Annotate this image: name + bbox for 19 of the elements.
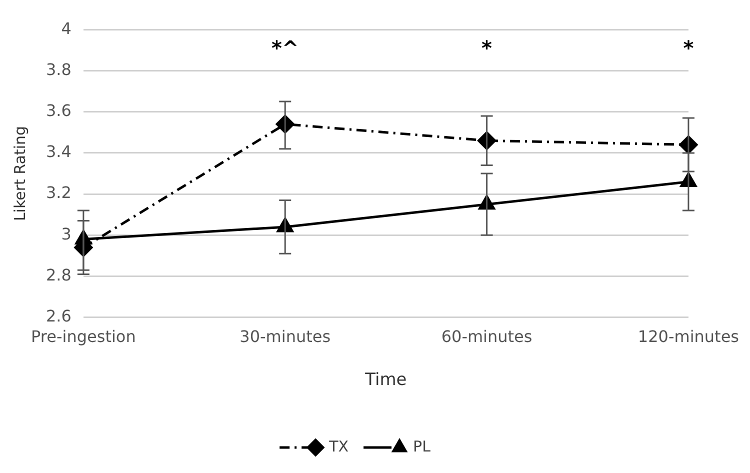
x-tick-label: Pre-ingestion — [31, 327, 136, 346]
y-axis-title: Likert Rating — [10, 126, 29, 222]
annotation: * — [482, 36, 493, 60]
x-axis-title: Time — [364, 370, 407, 390]
y-tick-label: 3.8 — [46, 60, 72, 79]
y-tick-label: 3.4 — [46, 142, 72, 162]
x-tick-label: 30-minutes — [240, 327, 331, 346]
x-tick-label: 60-minutes — [441, 327, 532, 346]
y-tick-label: 4 — [61, 18, 72, 38]
legend-label: PL — [413, 437, 432, 456]
annotation: * — [683, 36, 694, 60]
annotation: *^ — [272, 36, 299, 60]
x-tick-label: 120-minutes — [638, 327, 739, 346]
y-tick-label: 2.6 — [46, 306, 72, 326]
y-tick-label: 3.6 — [46, 100, 72, 120]
y-tick-label: 3.2 — [46, 183, 72, 202]
y-tick-label: 3 — [61, 224, 72, 244]
y-tick-label: 2.8 — [46, 265, 72, 284]
legend-label: TX — [328, 437, 349, 456]
